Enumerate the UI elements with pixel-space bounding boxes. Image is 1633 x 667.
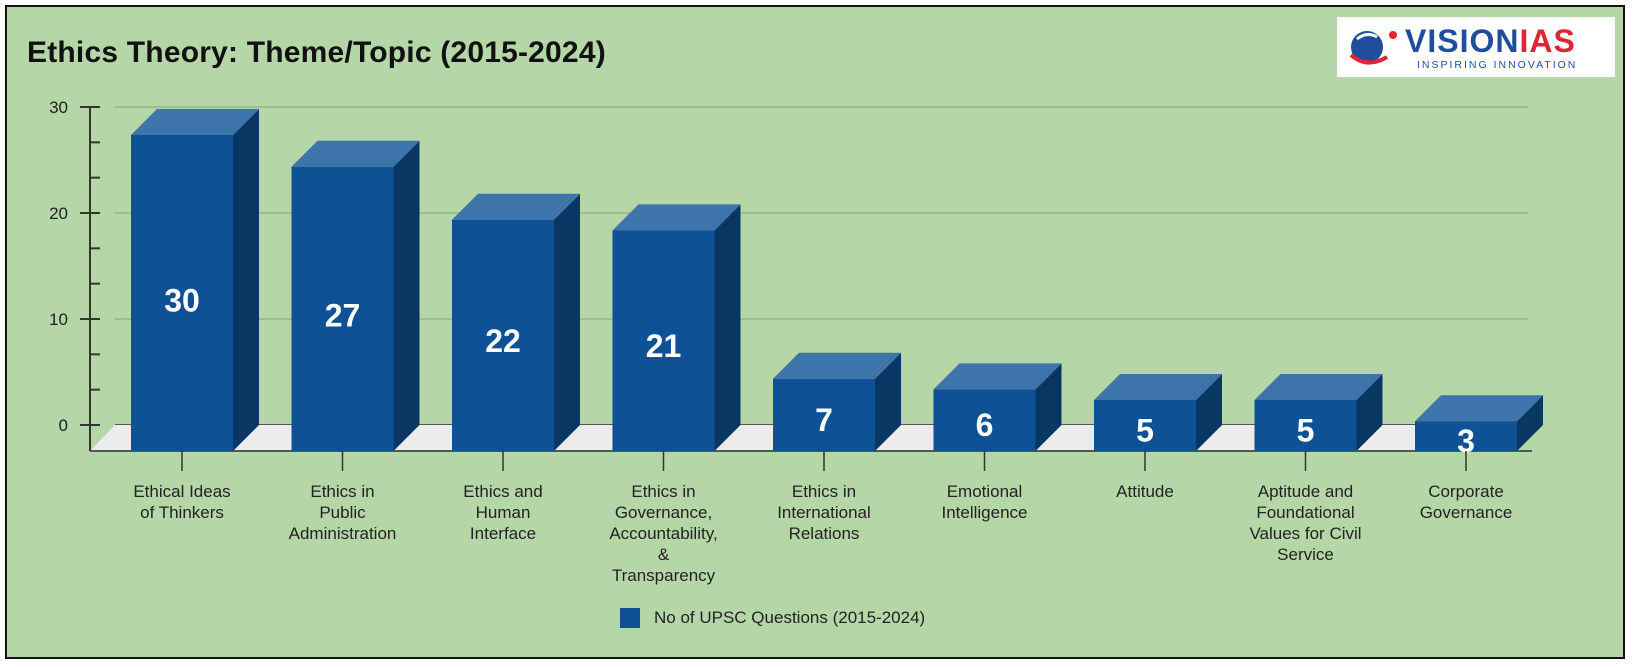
bar-value-label: 6 (976, 407, 994, 443)
bar: 27 (291, 140, 420, 452)
x-category-label: Governance (1420, 503, 1513, 522)
x-category-label: Values for Civil (1249, 524, 1361, 543)
bar: 22 (452, 193, 580, 452)
legend-swatch (620, 608, 640, 628)
x-category-label: Intelligence (941, 503, 1027, 522)
x-category-label: Emotional (947, 482, 1023, 501)
bar-value-label: 5 (1297, 413, 1315, 449)
x-category-label: & (658, 545, 670, 564)
x-category-label: Aptitude and (1258, 482, 1353, 501)
x-category-label: Transparency (612, 566, 716, 585)
logo-wordmark: VISIONIAS (1405, 23, 1576, 59)
x-category-label: Relations (789, 524, 860, 543)
x-category-label: Public (319, 503, 366, 522)
chart-frame (5, 5, 1625, 659)
globe-logo-icon (1349, 31, 1397, 65)
bar-value-label: 3 (1457, 423, 1475, 459)
bar: 5 (1094, 374, 1222, 451)
x-category-label: Foundational (1256, 503, 1354, 522)
x-category-label: Accountability, (609, 524, 717, 543)
bar-value-label: 7 (815, 402, 833, 438)
x-category-label: Corporate (1428, 482, 1504, 501)
y-tick-label: 20 (49, 204, 68, 223)
x-category-label: Ethics and (463, 482, 542, 501)
bar-value-label: 27 (325, 298, 361, 334)
x-category-label: Interface (470, 524, 536, 543)
x-category-label: Governance, (615, 503, 712, 522)
bar: 5 (1254, 374, 1383, 451)
x-category-label: Ethical Ideas (133, 482, 230, 501)
bar-value-label: 5 (1136, 413, 1154, 449)
bar-value-label: 30 (164, 282, 200, 318)
y-tick-label: 10 (49, 310, 68, 329)
legend-label: No of UPSC Questions (2015-2024) (654, 608, 926, 627)
bar: 3 (1415, 395, 1543, 459)
bar: 21 (612, 204, 741, 451)
bar-value-label: 21 (646, 328, 682, 364)
x-category-label: Service (1277, 545, 1334, 564)
bar-value-label: 22 (485, 323, 521, 359)
legend: No of UPSC Questions (2015-2024) (620, 608, 925, 628)
bar: 30 (131, 109, 259, 451)
x-category-label: Administration (289, 524, 397, 543)
bar: 7 (773, 352, 901, 451)
y-tick-label: 0 (59, 416, 68, 435)
x-category-label: Ethics in (631, 482, 695, 501)
y-axis: 0 10 20 30 (49, 98, 100, 451)
x-category-label: of Thinkers (140, 503, 224, 522)
x-category-label: Human (476, 503, 531, 522)
x-axis-labels: Ethical Ideas of Thinkers Ethics in Public A… (133, 451, 1512, 585)
x-category-label: International (777, 503, 871, 522)
logo-tagline: INSPIRING INNOVATION (1417, 59, 1578, 71)
x-category-label: Ethics in (310, 482, 374, 501)
bars: 30 27 22 21 7 6 5 5 3 (131, 109, 1543, 459)
x-category-label: Attitude (1116, 482, 1174, 501)
x-category-label: Ethics in (792, 482, 856, 501)
visionias-logo: VISIONIAS INSPIRING INNOVATION (1337, 17, 1615, 77)
bar: 6 (933, 363, 1062, 451)
chart-title: Ethics Theory: Theme/Topic (2015-2024) (27, 36, 606, 69)
y-tick-label: 30 (49, 98, 68, 117)
